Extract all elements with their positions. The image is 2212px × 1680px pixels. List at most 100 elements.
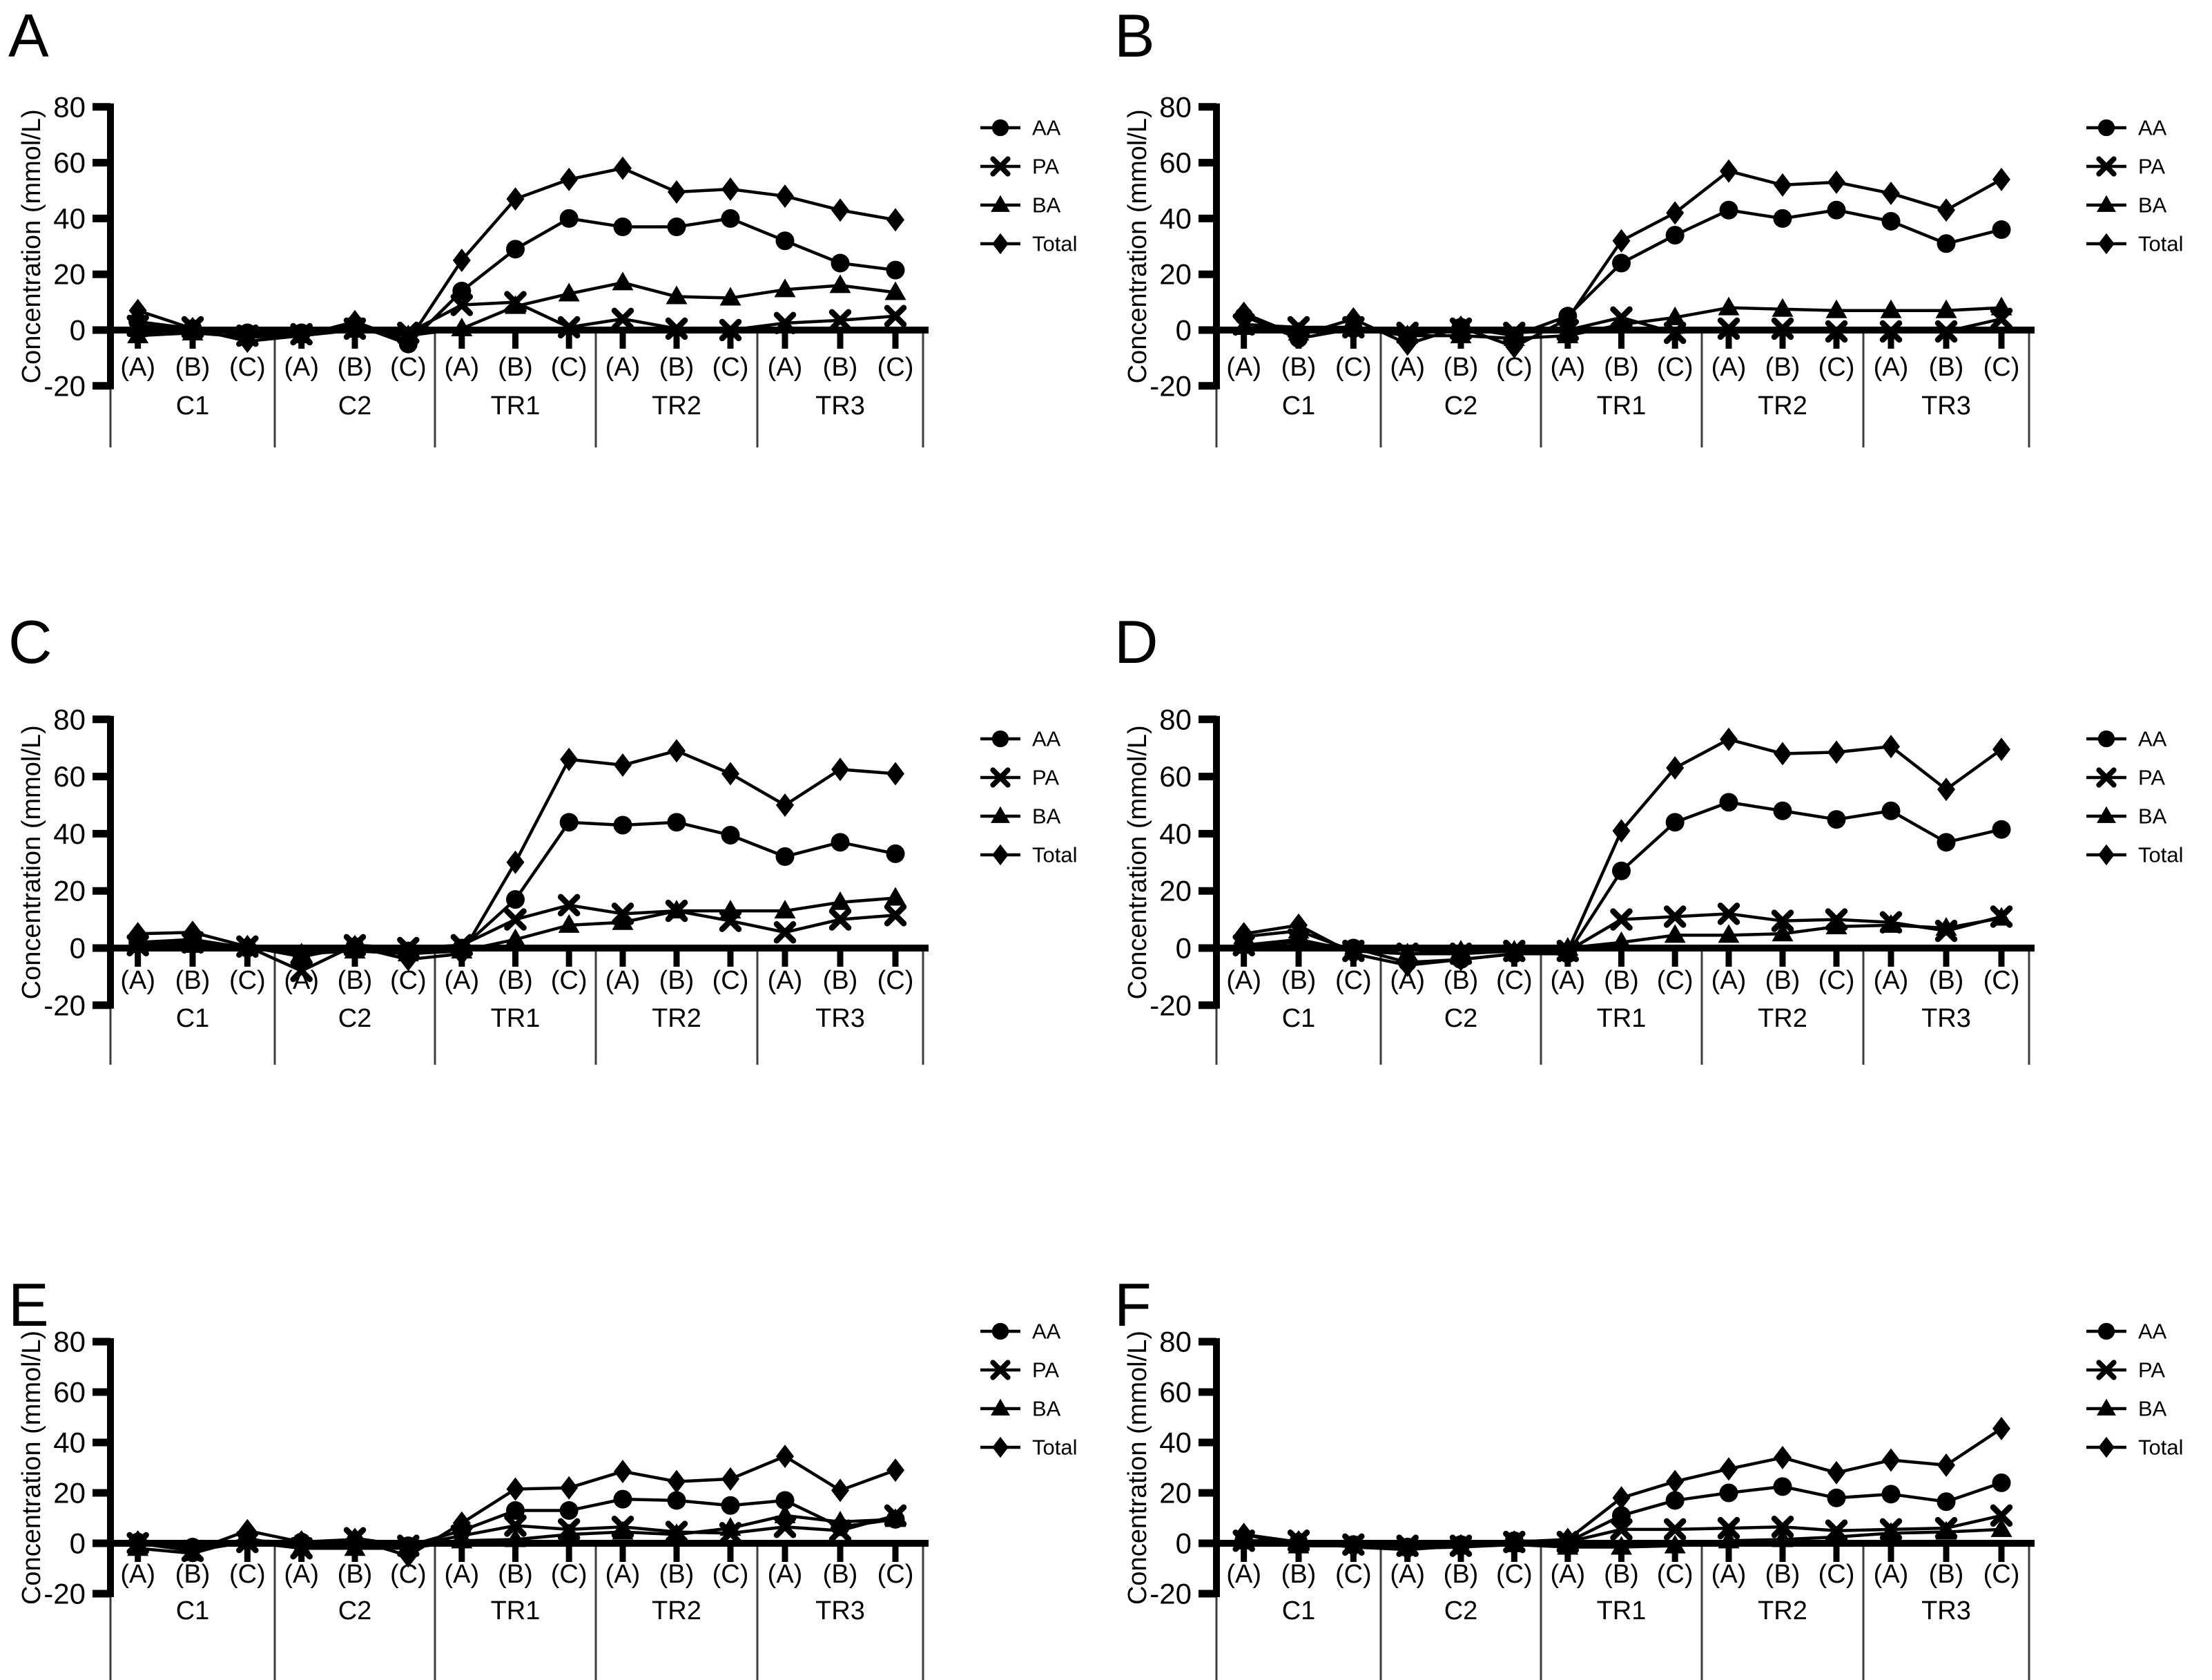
marker-diamond <box>1290 1530 1308 1554</box>
marker-diamond <box>452 1511 471 1535</box>
x-sublabel: (B) <box>498 1560 533 1589</box>
marker-circle <box>559 209 579 228</box>
marker-triangle <box>1825 299 1847 318</box>
y-axis: -20 0 20 40 60 80 <box>43 90 114 402</box>
x-sublabel: (A) <box>1551 966 1586 995</box>
group-label: TR1 <box>491 1004 541 1033</box>
x-sublabel: (C) <box>551 353 588 382</box>
marker-triangle <box>829 274 851 293</box>
marker-triangle <box>1664 924 1686 943</box>
marker-circle <box>1827 1488 1846 1507</box>
legend-item-PA: PA <box>2086 766 2165 790</box>
x-sublabel: (B) <box>1281 966 1317 995</box>
x-sublabel: (B) <box>338 1560 373 1589</box>
marker-circle <box>667 1491 686 1510</box>
x-sublabel: (B) <box>1281 1560 1317 1589</box>
panel-letter-a: A <box>8 1 49 70</box>
legend-item-AA: AA <box>2086 116 2167 140</box>
marker-triangle <box>774 1504 796 1523</box>
marker-x <box>1771 1516 1794 1538</box>
marker-diamond <box>128 922 147 946</box>
marker-diamond <box>614 1459 632 1483</box>
x-sublabel: (A) <box>605 1560 641 1589</box>
marker-triangle <box>1935 299 1957 318</box>
legend-item-AA: AA <box>980 116 1061 140</box>
marker-x <box>990 1360 1011 1380</box>
marker-diamond <box>886 208 904 232</box>
legend-label: PA <box>2138 766 2165 790</box>
x-sublabel: (B) <box>1765 1560 1801 1589</box>
y-tick-label: 20 <box>53 875 86 907</box>
marker-diamond <box>776 184 794 209</box>
legend-item-BA: BA <box>2086 1397 2167 1421</box>
marker-diamond <box>2098 844 2115 866</box>
legend-label: AA <box>1032 727 1061 751</box>
marker-diamond <box>1937 778 1955 802</box>
y-tick-label: 60 <box>53 1376 86 1409</box>
marker-circle <box>506 240 525 259</box>
marker-diamond <box>1344 307 1363 331</box>
marker-circle <box>831 833 850 852</box>
marker-diamond <box>1827 1460 1845 1485</box>
marker-circle <box>1665 1491 1685 1510</box>
legend-item-BA: BA <box>2086 804 2167 829</box>
y-tick-label: -20 <box>43 1578 86 1610</box>
marker-diamond <box>1720 159 1738 183</box>
panel-letter-f: F <box>1114 1271 1152 1339</box>
x-sublabel: (C) <box>1818 1560 1855 1589</box>
y-tick-label: 0 <box>70 932 86 965</box>
x-sublabel: (C) <box>877 353 914 382</box>
legend-label: AA <box>2138 727 2167 751</box>
y-tick-label: 0 <box>70 1527 86 1560</box>
marker-triangle <box>1611 931 1632 950</box>
marker-circle <box>613 218 632 237</box>
x-sublabel: (B) <box>338 966 373 995</box>
marker-x <box>884 305 907 328</box>
series-Total <box>128 739 904 972</box>
marker-diamond <box>1612 229 1631 253</box>
x-sublabel: (B) <box>175 353 211 382</box>
marker-diamond <box>1937 198 1955 222</box>
x-sublabel: (B) <box>175 966 211 995</box>
legend-item-PA: PA <box>980 1358 1059 1382</box>
legend-label: Total <box>2138 1436 2183 1460</box>
x-sublabel: (B) <box>659 966 695 995</box>
group-label: C2 <box>338 1004 372 1033</box>
group-label: TR3 <box>815 1596 865 1625</box>
marker-diamond <box>1774 742 1792 766</box>
marker-triangle <box>1557 325 1579 344</box>
y-tick-label: 20 <box>1159 1477 1192 1509</box>
marker-circle <box>2097 730 2115 748</box>
marker-triangle <box>558 1523 580 1543</box>
marker-triangle <box>884 1508 906 1527</box>
x-sublabel: (C) <box>1496 966 1533 995</box>
x-sublabel: (C) <box>877 1560 914 1589</box>
x-sublabel: (A) <box>605 966 641 995</box>
marker-triangle <box>1825 1525 1847 1545</box>
marker-triangle <box>1718 296 1740 316</box>
group-label: C1 <box>176 1596 210 1625</box>
group-separators <box>109 330 924 447</box>
marker-circle <box>1881 801 1901 820</box>
x-sublabel: (C) <box>229 353 266 382</box>
marker-diamond <box>238 934 257 958</box>
y-tick-label: 40 <box>1159 1427 1192 1459</box>
marker-circle <box>775 847 795 867</box>
x-axis: (A) (B) (C) C1 (A) (B) (C) C2 (A) (B) (C) TR1 (A) (B)… <box>1213 945 2035 1033</box>
marker-triangle <box>612 1520 634 1540</box>
group-label: TR1 <box>1597 1596 1647 1625</box>
group-label: C2 <box>338 1596 372 1625</box>
x-sublabel: (B) <box>1604 353 1639 382</box>
marker-triangle <box>558 282 580 302</box>
marker-triangle <box>1880 1522 1902 1541</box>
y-axis: -20 0 20 40 60 80 <box>1149 90 1220 402</box>
x-sublabel: (A) <box>445 1560 480 1589</box>
x-sublabel: (A) <box>1226 1560 1261 1589</box>
legend-label: PA <box>1032 155 1059 179</box>
y-tick-label: -20 <box>43 369 86 402</box>
marker-circle <box>1881 1485 1901 1504</box>
marker-diamond <box>1505 942 1524 966</box>
group-separators <box>1215 330 2030 447</box>
marker-triangle <box>1611 1536 1632 1555</box>
marker-diamond <box>238 329 257 354</box>
